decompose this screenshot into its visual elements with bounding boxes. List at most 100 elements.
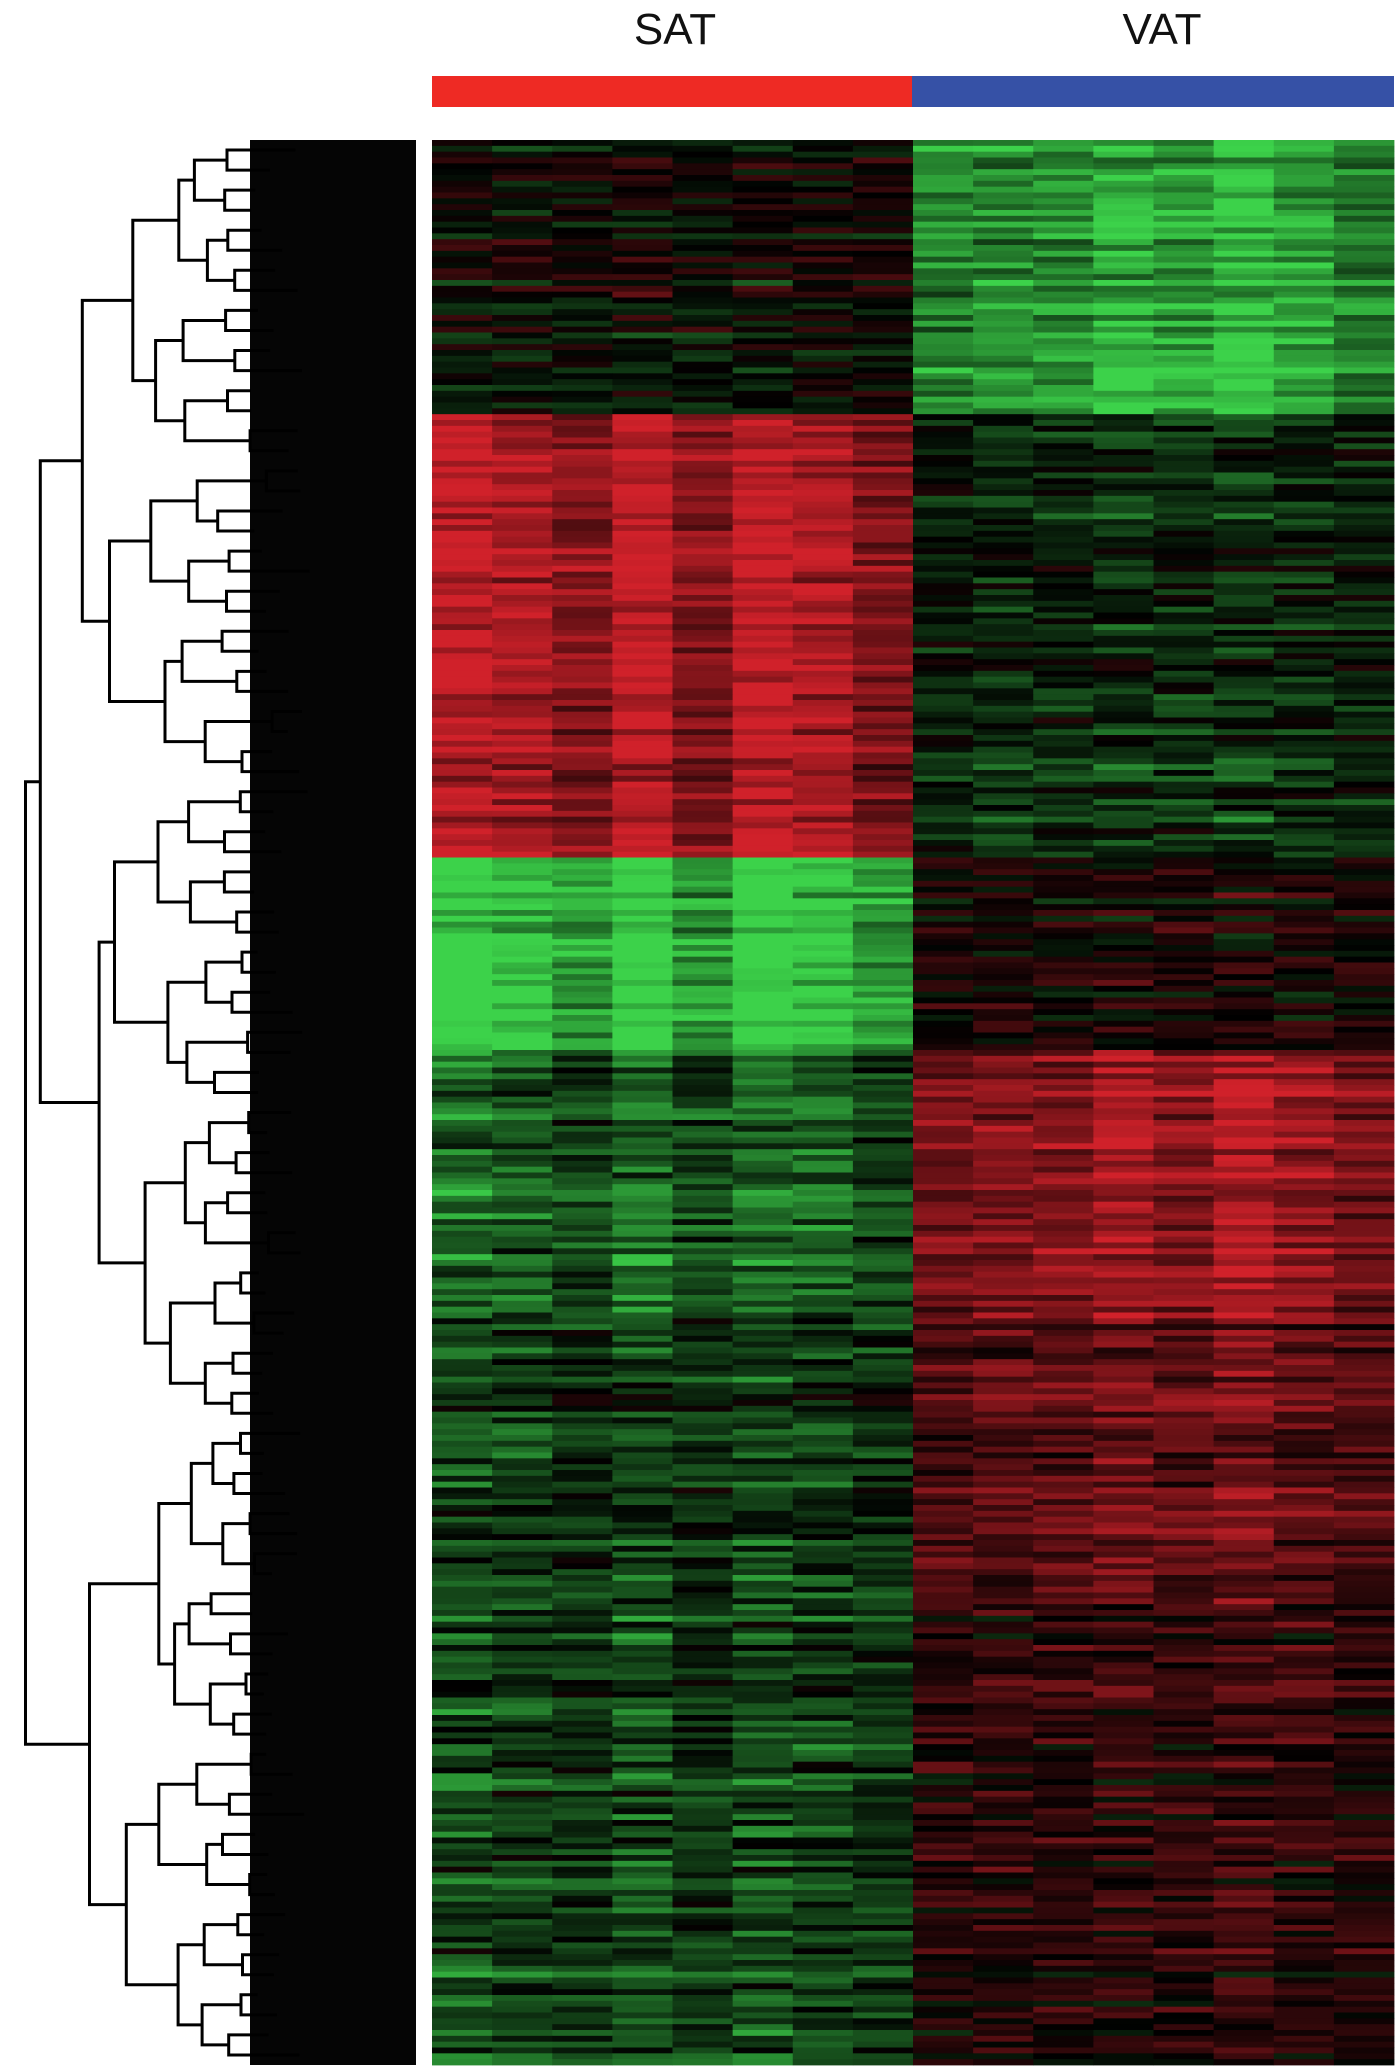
heatmap-cell: [792, 1744, 854, 1751]
heatmap-cell: [913, 390, 974, 398]
heatmap-cell: [913, 1604, 974, 1611]
heatmap-cell: [852, 682, 914, 689]
heatmap-cell: [1033, 956, 1094, 963]
heatmap-cell: [432, 379, 493, 386]
heatmap-cell: [913, 530, 974, 538]
heatmap-cell: [1153, 577, 1215, 584]
heatmap-cell: [432, 1306, 493, 1313]
heatmap-cell: [792, 1534, 854, 1541]
heatmap-cell: [973, 1032, 1034, 1039]
heatmap-cell: [612, 525, 673, 532]
heatmap-cell: [492, 163, 553, 170]
heatmap-cell: [1093, 1633, 1154, 1640]
heatmap-cell: [1273, 1417, 1335, 1424]
heatmap-cell: [1153, 740, 1215, 748]
heatmap-cell: [732, 805, 794, 812]
heatmap-cell: [792, 280, 854, 287]
heatmap-cell: [1333, 1475, 1395, 1483]
heatmap-cell: [732, 1230, 794, 1238]
heatmap-cell: [973, 297, 1034, 304]
heatmap-cell: [1033, 1400, 1094, 1407]
heatmap-cell: [1213, 262, 1275, 269]
heatmap-cell: [432, 367, 493, 374]
heatmap-cell: [672, 1394, 734, 1401]
heatmap-cell: [732, 1919, 794, 1926]
heatmap-cell: [432, 956, 493, 963]
heatmap-cell: [612, 495, 673, 503]
heatmap-cell: [1093, 1038, 1154, 1045]
heatmap-cell: [1033, 635, 1094, 643]
heatmap-cell: [732, 256, 794, 263]
heatmap-cell: [852, 303, 914, 310]
heatmap-cell: [792, 962, 854, 969]
heatmap-cell: [552, 1481, 613, 1488]
heatmap-cell: [792, 542, 854, 549]
heatmap-cell: [1033, 367, 1094, 374]
heatmap-cell: [1033, 1598, 1094, 1605]
heatmap-cell: [672, 676, 734, 683]
heatmap-cell: [852, 1085, 914, 1092]
heatmap-cell: [1273, 571, 1335, 578]
heatmap-cell: [852, 472, 914, 479]
dendrogram-branch: [113, 860, 168, 1024]
heatmap-cell: [1333, 1738, 1395, 1745]
heatmap-cell: [1273, 513, 1335, 520]
heatmap-cell: [973, 1761, 1034, 1768]
heatmap-cell: [1153, 857, 1215, 864]
heatmap-cell: [1333, 1464, 1395, 1471]
heatmap-cell: [552, 1079, 613, 1086]
heatmap-cell: [1093, 1271, 1154, 1278]
heatmap-cell: [1213, 851, 1275, 858]
heatmap-cell: [672, 1032, 734, 1039]
heatmap-cell: [1273, 1038, 1335, 1045]
heatmap-cell: [792, 1020, 854, 1028]
heatmap-cell: [552, 1067, 613, 1074]
heatmap-cell: [1213, 525, 1275, 532]
heatmap-cell: [492, 950, 553, 958]
heatmap-cell: [1213, 1254, 1275, 1261]
heatmap-cell: [1033, 1890, 1094, 1897]
heatmap-cell: [1033, 1143, 1094, 1150]
heatmap-cell: [672, 1195, 734, 1203]
heatmap-cell: [732, 1534, 794, 1541]
heatmap-cell: [492, 326, 553, 333]
heatmap-cell: [913, 1540, 974, 1547]
heatmap-cell: [552, 828, 613, 835]
heatmap-cell: [1033, 711, 1094, 718]
heatmap-cell: [913, 1814, 974, 1821]
heatmap-cell: [1153, 945, 1215, 952]
heatmap-cell: [552, 268, 613, 275]
heatmap-cell: [852, 676, 914, 683]
heatmap-cell: [1333, 950, 1395, 958]
heatmap-cell: [1033, 665, 1094, 672]
heatmap-cell: [612, 1318, 673, 1325]
heatmap-cell: [913, 1207, 974, 1214]
heatmap-cell: [1213, 1575, 1275, 1582]
heatmap-cell: [792, 1394, 854, 1401]
heatmap-cell: [913, 1347, 974, 1354]
heatmap-cell: [1153, 1260, 1215, 1267]
heatmap-cell: [792, 1085, 854, 1092]
heatmap-cell: [552, 297, 613, 304]
heatmap-cell: [1273, 997, 1335, 1004]
heatmap-cell: [732, 898, 794, 905]
heatmap-cell: [973, 151, 1034, 158]
heatmap-cell: [672, 472, 734, 479]
heatmap-cell: [492, 822, 553, 829]
heatmap-cell: [432, 700, 493, 707]
heatmap-cell: [1153, 1913, 1215, 1920]
heatmap-cell: [432, 565, 493, 573]
heatmap-cell: [672, 175, 734, 182]
heatmap-cell: [1153, 332, 1215, 339]
heatmap-cell: [432, 845, 493, 853]
heatmap-cell: [612, 863, 673, 870]
heatmap-cell: [732, 985, 794, 993]
heatmap-cell: [552, 1300, 613, 1308]
heatmap-cell: [1153, 1160, 1215, 1168]
heatmap-cell: [1093, 1510, 1154, 1518]
heatmap-cell: [1033, 180, 1094, 188]
heatmap-cell: [1273, 770, 1335, 777]
heatmap-cell: [1033, 350, 1094, 357]
heatmap-cell: [852, 1691, 914, 1698]
heatmap-cell: [973, 880, 1034, 888]
